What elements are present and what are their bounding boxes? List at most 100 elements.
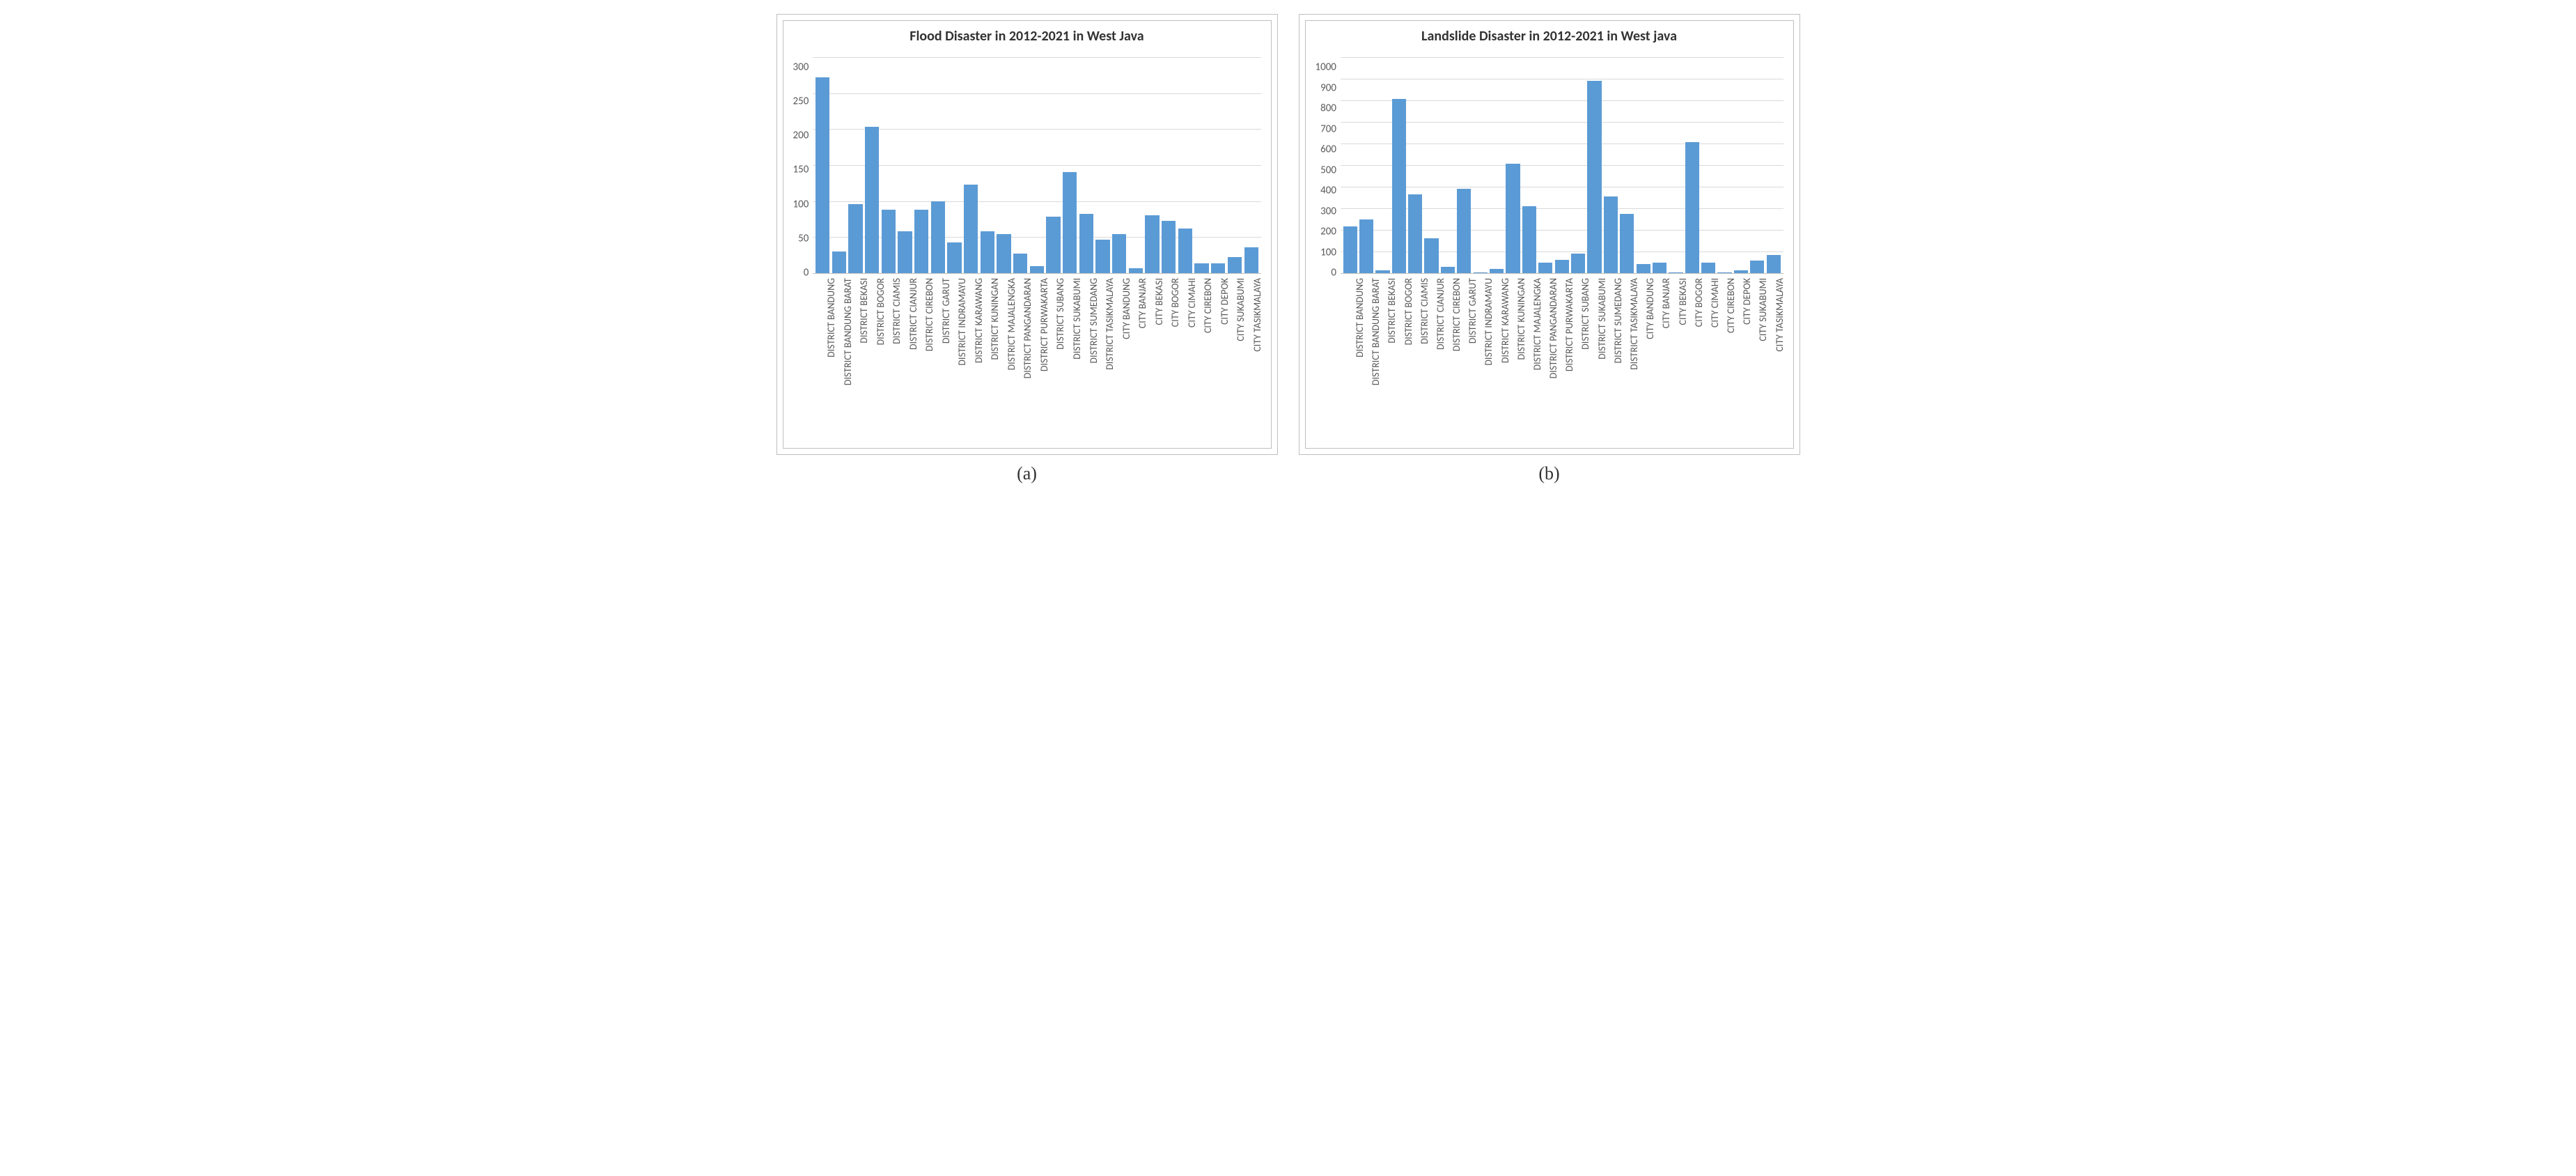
bar [1112,234,1126,273]
x-label: DISTRICT PURWAKARTA [1038,278,1050,371]
x-label: CITY TASIKMALAYA [1251,278,1263,352]
x-label: CITY CIREBON [1725,278,1737,333]
x-label: CITY DEPOK [1741,278,1753,325]
bar [815,77,829,273]
y-tick: 50 [798,233,809,244]
x-label: DISTRICT SUBANG [1579,278,1591,350]
x-label: DISTRICT TASIKMALAYA [1104,278,1116,370]
y-tick: 300 [1320,206,1336,217]
x-label: CITY BEKASI [1153,278,1165,325]
y-tick: 0 [804,268,809,278]
y-axis: 300250200150100500 [793,57,813,273]
y-tick: 500 [1320,165,1336,176]
x-label: CITY BANDUNG [1644,278,1656,339]
plot-row: 300250200150100500 [793,57,1261,274]
y-axis: 10009008007006005004003002001000 [1316,57,1341,273]
bar [1669,272,1683,273]
x-label: DISTRICT SUMEDANG [1612,278,1624,364]
bar [1587,81,1601,273]
y-tick: 200 [793,131,809,141]
bar [1178,229,1192,273]
x-label: CITY BOGOR [1169,278,1181,327]
x-label: DISTRICT SUKABUMI [1596,278,1608,359]
y-tick: 100 [793,199,809,210]
bar [1013,254,1027,273]
chart-title: Flood Disaster in 2012-2021 in West Java [793,28,1261,45]
bar [1194,263,1208,273]
x-label: DISTRICT MAJALENGKA [1531,278,1543,370]
bar [1506,164,1520,273]
bar [1701,263,1715,274]
y-tick: 900 [1320,83,1336,93]
x-label: DISTRICT BANDUNG BARAT [1370,278,1382,385]
bar [1211,263,1225,273]
x-label: DISTRICT KARAWANG [1499,278,1511,363]
chart-panel: Flood Disaster in 2012-2021 in West Java… [776,14,1278,455]
x-label: DISTRICT PURWAKARTA [1563,278,1575,371]
plot-row: 10009008007006005004003002001000 [1316,57,1783,274]
x-axis-spacer [1316,274,1345,442]
x-axis: DISTRICT BANDUNGDISTRICT BANDUNG BARATDI… [1345,275,1783,442]
bar [1685,142,1699,273]
bar [1571,254,1585,273]
x-label: CITY BANDUNG [1121,278,1132,339]
x-label: DISTRICT BANDUNG [825,278,837,357]
y-tick: 700 [1320,124,1336,134]
x-label: DISTRICT INDRAMAYU [956,278,968,366]
bar [931,201,945,273]
x-axis-wrap: DISTRICT BANDUNGDISTRICT BANDUNG BARATDI… [1316,274,1783,442]
bars-container [1341,57,1783,273]
x-label: DISTRICT KUNINGAN [1515,278,1527,360]
bar [1392,99,1406,273]
x-label: CITY BOGOR [1693,278,1705,327]
bar [1474,272,1488,273]
bar [1424,238,1438,273]
chart-panel-wrap: Flood Disaster in 2012-2021 in West Java… [776,14,1278,484]
bar [1653,263,1666,274]
bar [1734,270,1748,273]
x-label: DISTRICT CIANJUR [1435,278,1446,350]
bar [1717,272,1731,273]
x-label: DISTRICT SUMEDANG [1088,278,1100,364]
bar [832,252,846,273]
chart-title: Landslide Disaster in 2012-2021 in West … [1316,28,1783,45]
x-label: DISTRICT CIREBON [923,278,935,351]
bar [964,185,978,273]
bar [1555,260,1569,273]
bar [981,231,994,273]
bar [1457,189,1471,273]
y-tick: 300 [793,63,809,73]
x-label: DISTRICT PANGANDARAN [1022,278,1033,379]
bar [848,204,862,273]
x-label: DISTRICT GARUT [1467,278,1478,343]
bar [1441,267,1455,273]
bar [1637,264,1650,273]
bar [1228,257,1242,273]
x-label: DISTRICT KARAWANG [973,278,985,363]
x-label: DISTRICT TASIKMALAYA [1628,278,1640,370]
bar [882,210,896,273]
chart-panel-wrap: Landslide Disaster in 2012-2021 in West … [1299,14,1800,484]
bar [947,242,961,273]
plot-area [813,57,1260,274]
y-tick: 200 [1320,227,1336,238]
bar [1095,240,1109,273]
x-label: DISTRICT BEKASI [1386,278,1398,343]
x-axis: DISTRICT BANDUNG DISTRICT BANDUNG BARAT DI… [816,275,1261,442]
x-label: CITY SUKABUMI [1757,278,1769,341]
sub-caption: (b) [1538,463,1559,484]
y-tick: 150 [793,165,809,176]
bar [865,127,879,273]
bar [1046,217,1060,273]
x-axis-wrap: DISTRICT BANDUNG DISTRICT BANDUNG BARAT DI… [793,274,1261,442]
x-label: DISTRICT BANDUNG BARAT [842,278,854,385]
bar [1538,263,1552,273]
bar [1030,266,1044,273]
bar [1375,270,1389,273]
y-tick: 400 [1320,186,1336,196]
x-label: CITY CIREBON [1202,278,1214,333]
bar [1620,214,1634,273]
y-tick: 100 [1320,247,1336,258]
bar [1343,226,1357,273]
bar [1408,194,1422,273]
